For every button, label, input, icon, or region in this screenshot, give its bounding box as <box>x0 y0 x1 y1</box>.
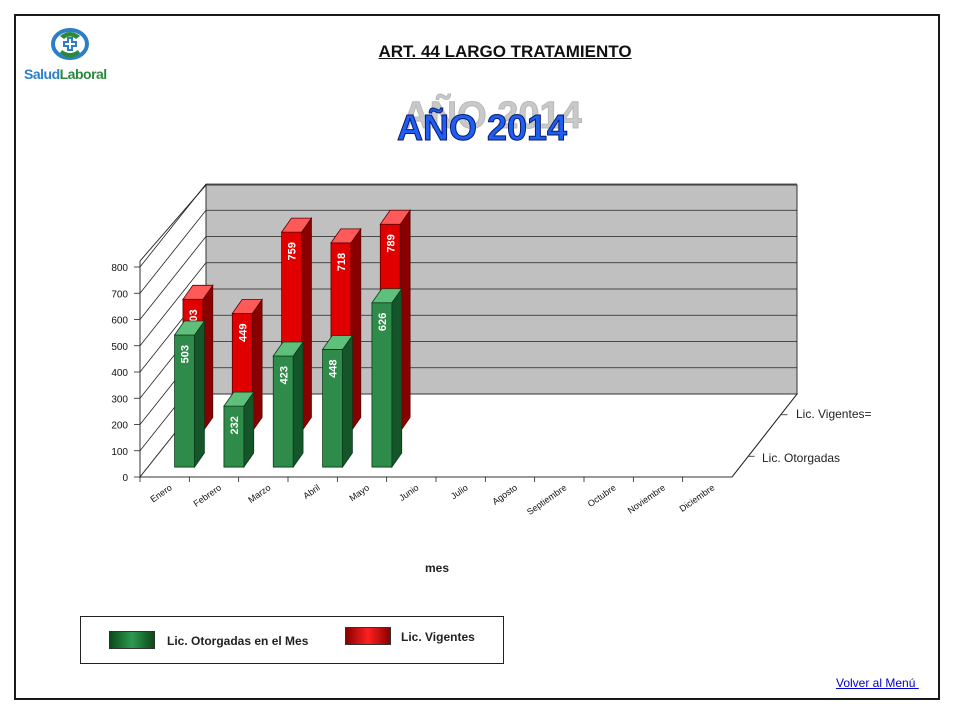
bar-data-label: 423 <box>278 366 290 384</box>
bar-data-label: 789 <box>385 234 397 252</box>
y-tick-label: 600 <box>111 316 128 327</box>
legend-swatch-vigentes <box>345 627 391 645</box>
bar-top-face <box>379 209 411 225</box>
depth-label-otorgadas: Lic. Otorgadas <box>762 451 840 465</box>
chart-plot-area: 0 100 200 300 400 500 600 700 800 Lic. Vigentes= L… <box>111 183 872 575</box>
x-tick-label: Mayo <box>347 482 371 503</box>
bar-data-label: 232 <box>229 416 241 434</box>
y-tick-label: 100 <box>111 447 128 458</box>
x-axis-title: mes <box>425 561 449 575</box>
y-tick-label: 0 <box>122 473 128 484</box>
bar-top-face <box>280 217 313 233</box>
x-tick-label: Diciembre <box>678 482 717 513</box>
depth-axis-line <box>731 393 798 478</box>
x-tick-label: Enero <box>148 482 173 504</box>
legend-label-vigentes: Lic. Vigentes <box>401 630 475 644</box>
bar-otorgadas: 232 <box>223 390 255 469</box>
bar-top-face <box>173 320 206 336</box>
x-tick-label: Julio <box>449 482 470 501</box>
bar-top-face <box>272 341 304 357</box>
bar-top-face <box>330 228 362 244</box>
bar-top-face <box>182 284 214 300</box>
year-banner-text: AÑO 2014 <box>397 106 567 148</box>
x-tick-label: Febrero <box>192 482 224 508</box>
bar-front-face <box>223 405 245 468</box>
bar-top-face <box>371 288 403 304</box>
bar-data-label: 718 <box>336 253 348 271</box>
bar-data-label: 626 <box>377 313 389 331</box>
bar-side-face <box>342 334 353 469</box>
gridline-side <box>139 183 207 268</box>
bar-top-face <box>321 335 354 350</box>
chart-legend: Lic. Otorgadas en el Mes Lic. Vigentes <box>80 616 504 664</box>
bar-data-label: 448 <box>328 359 340 377</box>
x-tick-label: Septiembre <box>525 482 568 517</box>
logo-text-laboral: Laboral <box>59 66 108 82</box>
logo-mark-icon <box>51 28 89 60</box>
salud-laboral-logo: SaludLaboral <box>24 24 116 88</box>
bar-side-face <box>391 287 403 469</box>
bar-side-face <box>194 319 205 469</box>
bar-top-face <box>223 391 255 407</box>
page-title: ART. 44 LARGO TRATAMIENTO <box>378 42 632 61</box>
year-banner: AÑO 2014 AÑO 2014 <box>396 93 582 149</box>
y-tick-label: 400 <box>111 368 128 379</box>
page-frame <box>14 14 940 700</box>
back-to-menu-link[interactable]: Volver al Menú <box>836 676 919 690</box>
depth-label-vigentes: Lic. Vigentes= <box>796 407 872 421</box>
y-tick-label: 500 <box>111 342 128 353</box>
bar-otorgadas: 423 <box>272 340 304 469</box>
legend-swatch-otorgadas <box>109 631 155 649</box>
x-tick-label: Agosto <box>490 482 519 506</box>
y-tick-label: 700 <box>111 289 128 300</box>
y-tick-label: 200 <box>111 421 128 432</box>
bar-otorgadas: 448 <box>321 334 354 469</box>
gridline-side <box>139 210 207 294</box>
year-banner-shadow: AÑO 2014 <box>402 93 582 137</box>
x-tick-label: Abril <box>301 482 321 501</box>
gridline-side <box>139 262 207 346</box>
bar-otorgadas: 626 <box>371 287 403 469</box>
bar-data-label: 759 <box>287 242 299 260</box>
bar-top-face <box>231 299 263 314</box>
logo-text-salud: Salud <box>24 66 60 82</box>
x-tick-label: Marzo <box>246 482 272 505</box>
bar-data-label: 449 <box>237 323 249 341</box>
x-tick-label: Junio <box>397 482 420 503</box>
y-tick-label: 800 <box>111 263 128 274</box>
legend-label-otorgadas: Lic. Otorgadas en el Mes <box>167 634 309 648</box>
x-tick-label: Octubre <box>586 482 618 509</box>
y-tick-label: 300 <box>111 394 128 405</box>
gridline-side <box>139 236 207 320</box>
bar-side-face <box>292 340 304 469</box>
bar-data-label: 503 <box>180 345 192 363</box>
x-tick-label: Noviembre <box>626 482 667 515</box>
bar-otorgadas: 503 <box>173 319 206 469</box>
logo-text: SaludLaboral <box>24 66 107 82</box>
